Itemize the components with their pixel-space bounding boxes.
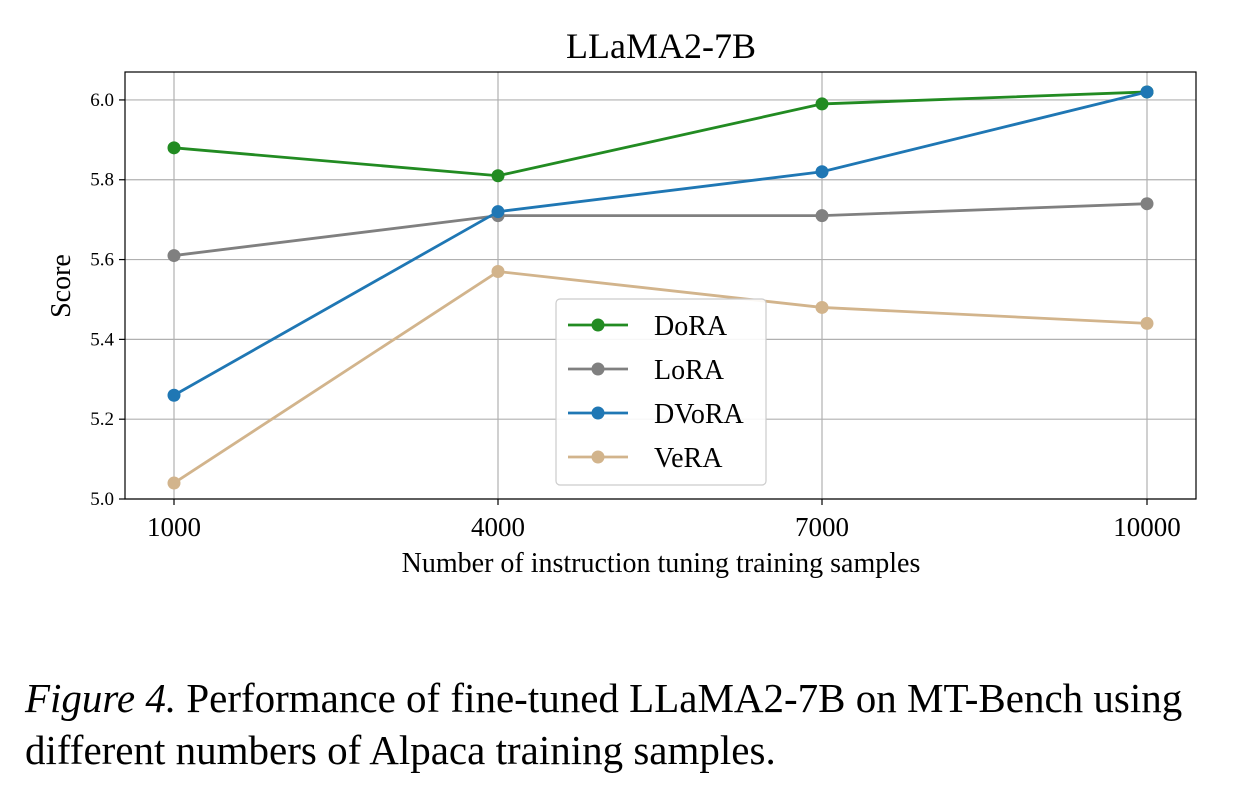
x-tick-label: 10000 xyxy=(1113,512,1181,542)
y-tick-label: 5.4 xyxy=(90,329,114,350)
y-tick-label: 5.0 xyxy=(90,489,114,510)
series-line-dora xyxy=(173,90,1148,178)
line-chart: LLaMA2-7B 1000 4000 7000 10000 5.0 5.2 5.4 5.6 5… xyxy=(46,26,1197,579)
data-point-vera xyxy=(815,300,829,314)
data-point-dora xyxy=(815,97,829,111)
data-point-dora xyxy=(167,141,181,155)
data-point-lora xyxy=(1140,197,1154,211)
data-point-dvora xyxy=(1140,85,1154,99)
y-tick-label: 6.0 xyxy=(90,90,114,111)
figure-caption: Figure 4. Performance of fine-tuned LLaM… xyxy=(25,672,1240,776)
axes-layer: 1000 4000 7000 10000 5.0 5.2 5.4 5.6 5.8 6.0 xyxy=(90,90,1181,542)
y-tick-label: 5.6 xyxy=(90,250,114,271)
plot-frame xyxy=(124,71,1197,500)
x-tick-label: 7000 xyxy=(795,512,849,542)
series-layer xyxy=(167,85,1154,490)
y-axis-label: Score xyxy=(46,254,77,318)
legend: DoRA LoRA DVoRA VeRA xyxy=(555,298,767,486)
caption-label: Figure 4. xyxy=(25,675,177,721)
legend-label-dora: DoRA xyxy=(654,311,728,342)
data-point-lora xyxy=(815,209,829,223)
data-point-dvora xyxy=(491,205,505,219)
caption-text: Performance of fine-tuned LLaMA2-7B on M… xyxy=(25,675,1183,773)
series-line-dvora xyxy=(173,90,1148,397)
y-tick-label: 5.2 xyxy=(90,409,114,430)
data-point-vera xyxy=(491,265,505,279)
legend-marker-dvora xyxy=(591,406,605,420)
y-tick-label: 5.8 xyxy=(90,170,114,191)
series-line-vera xyxy=(173,270,1148,485)
data-point-dora xyxy=(491,169,505,183)
data-point-vera xyxy=(167,476,181,490)
legend-marker-lora xyxy=(591,362,605,376)
data-point-dvora xyxy=(815,165,829,179)
legend-label-dvora: DVoRA xyxy=(654,399,745,430)
data-point-lora xyxy=(167,249,181,263)
legend-box xyxy=(555,298,767,486)
legend-marker-dora xyxy=(591,318,605,332)
legend-label-lora: LoRA xyxy=(654,355,725,386)
data-point-vera xyxy=(1140,316,1154,330)
x-axis-label: Number of instruction tuning training sa… xyxy=(402,548,921,579)
chart-title: LLaMA2-7B xyxy=(566,26,756,66)
legend-marker-vera xyxy=(591,450,605,464)
legend-label-vera: VeRA xyxy=(654,443,723,474)
data-point-dvora xyxy=(167,388,181,402)
series-line-lora xyxy=(173,202,1148,257)
x-tick-label: 1000 xyxy=(147,512,201,542)
x-tick-label: 4000 xyxy=(471,512,525,542)
